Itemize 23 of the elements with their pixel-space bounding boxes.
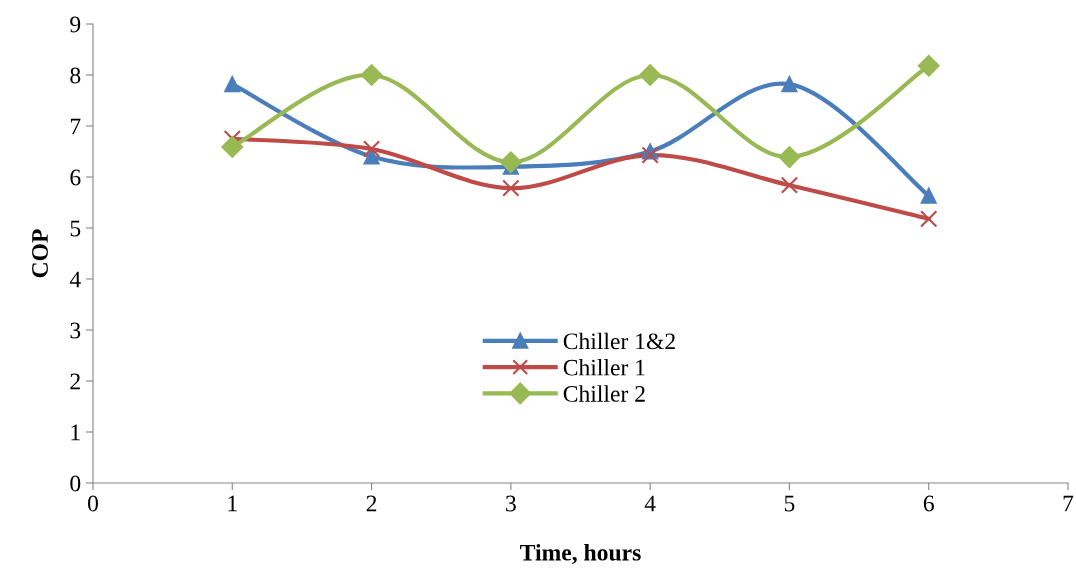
y-tick-label: 5: [70, 220, 81, 237]
y-tick-label: 2: [70, 373, 80, 390]
y-tick-label: 9: [70, 16, 81, 33]
x-tick-label: 4: [644, 495, 656, 512]
y-tick-label: 4: [69, 271, 81, 288]
y-tick-label: 0: [70, 475, 81, 492]
y-tick-label: 8: [70, 67, 81, 84]
x-tick-label: 1: [228, 495, 237, 512]
x-tick-label: 5: [784, 495, 795, 512]
y-tick-label: 6: [70, 169, 81, 186]
y-tick-label: 3: [70, 322, 81, 339]
legend-label: Chiller 2: [563, 385, 645, 402]
legend-label: Chiller 1: [563, 358, 645, 376]
y-tick-label: 7: [70, 118, 81, 135]
x-tick-label: 3: [506, 495, 516, 512]
x-axis-title: Time, hours: [520, 544, 641, 565]
x-tick-label: 7: [1063, 495, 1074, 512]
y-tick-label: 1: [71, 424, 80, 441]
x-tick-label: 2: [366, 495, 377, 512]
x-tick-label: 0: [88, 495, 98, 512]
legend-label: Chiller 1&2: [563, 332, 675, 350]
x-tick-label: 6: [923, 495, 934, 512]
y-axis-title: COP: [32, 229, 48, 278]
